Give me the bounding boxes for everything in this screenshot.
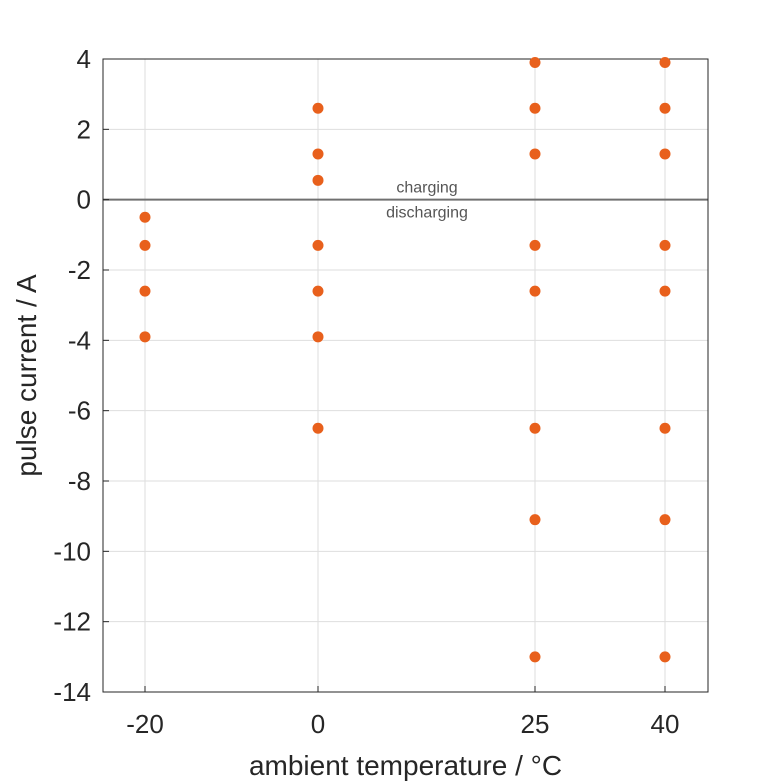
data-point [659, 148, 671, 160]
y-tick-label: -2 [68, 255, 91, 285]
data-point [659, 651, 671, 663]
annotation-discharging: discharging [386, 205, 468, 222]
data-point [139, 331, 151, 343]
annotation-charging: charging [396, 180, 457, 197]
x-tick-label: 25 [521, 709, 550, 739]
data-point [312, 174, 324, 186]
data-points [139, 57, 671, 663]
y-tick-label: -14 [53, 677, 91, 707]
data-point [529, 102, 541, 114]
data-point [139, 239, 151, 251]
data-point [529, 148, 541, 160]
data-point [529, 651, 541, 663]
data-point [529, 57, 541, 69]
y-tick-label: 4 [77, 44, 91, 74]
data-point [659, 514, 671, 526]
grid-lines [103, 58, 708, 693]
data-point [529, 285, 541, 297]
data-point [312, 422, 324, 434]
data-point [659, 239, 671, 251]
y-tick-label: 2 [77, 114, 91, 144]
data-point [659, 285, 671, 297]
y-tick-label: -12 [53, 607, 91, 637]
data-point [139, 211, 151, 223]
data-point [312, 331, 324, 343]
y-tick-label: -10 [53, 536, 91, 566]
plot-frame [102, 58, 709, 693]
data-point [529, 422, 541, 434]
data-point [312, 285, 324, 297]
y-tick-label: -8 [68, 466, 91, 496]
x-tick-label: -20 [126, 709, 164, 739]
x-axis-label: ambient temperature / °C [249, 750, 562, 781]
data-point [312, 102, 324, 114]
tick-labels: -20 0 25 40 4 2 0 -2 -4 -6 -8 -10 -12 -14 [53, 44, 679, 739]
data-point [659, 422, 671, 434]
data-point [529, 514, 541, 526]
y-tick-label: -4 [68, 325, 91, 355]
x-tick-label: 0 [311, 709, 325, 739]
data-point [529, 239, 541, 251]
data-point [312, 239, 324, 251]
data-point [659, 57, 671, 69]
data-point [139, 285, 151, 297]
data-point [659, 102, 671, 114]
y-tick-label: 0 [77, 185, 91, 215]
x-tick-label: 40 [651, 709, 680, 739]
data-point [312, 148, 324, 160]
y-tick-label: -6 [68, 396, 91, 426]
y-axis-label: pulse current / A [11, 274, 42, 477]
